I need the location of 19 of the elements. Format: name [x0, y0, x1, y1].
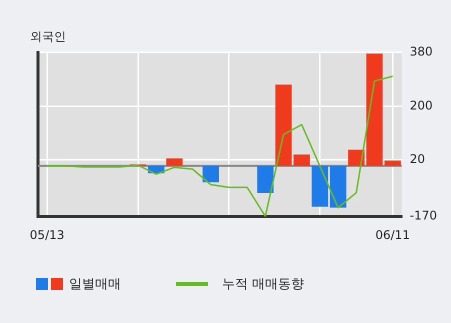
legend-label: 일별매매 — [69, 276, 121, 293]
y2-tick-label: 20 — [410, 152, 426, 166]
bar — [166, 158, 183, 166]
legend-label: 누적 매매동향 — [222, 276, 304, 293]
bar — [330, 166, 346, 208]
chart-title: 외국인 — [30, 29, 66, 44]
y2-tick-label: -170 — [410, 208, 437, 223]
x-tick-label: 05/13 — [30, 228, 64, 242]
bar — [294, 154, 310, 166]
bar — [257, 166, 274, 194]
bar — [275, 84, 292, 166]
bar — [348, 150, 364, 166]
bar — [312, 166, 328, 207]
y2-tick-label: 200 — [410, 98, 433, 112]
x-tick-label: 06/11 — [375, 228, 410, 242]
bar — [384, 160, 401, 166]
bar — [202, 166, 219, 182]
bar — [366, 54, 383, 166]
y2-tick-label: 380 — [410, 44, 433, 59]
